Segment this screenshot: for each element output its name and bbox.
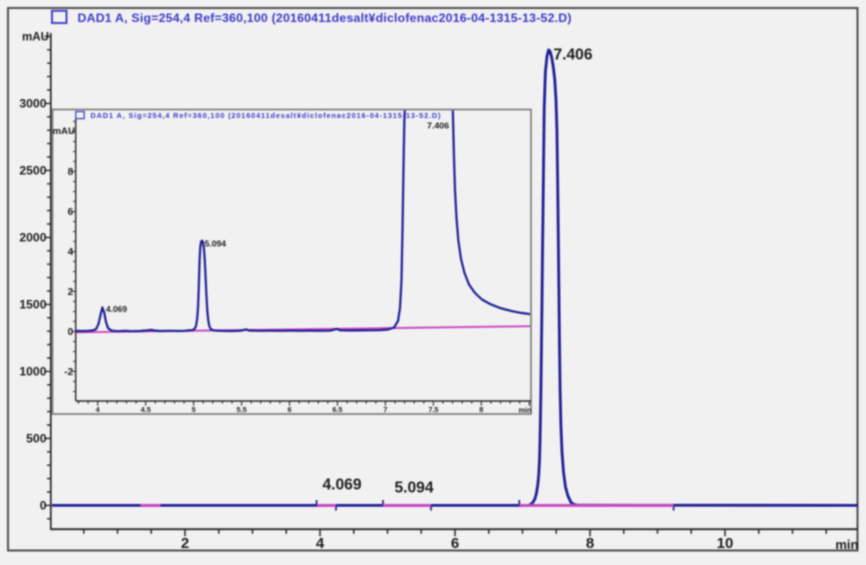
svg-text:6: 6 xyxy=(451,535,459,552)
svg-text:4: 4 xyxy=(96,405,101,414)
svg-text:4.5: 4.5 xyxy=(141,405,151,414)
svg-text:DAD1 A, Sig=254,4 Ref=360,100: DAD1 A, Sig=254,4 Ref=360,100 (20160411d… xyxy=(91,111,442,120)
svg-text:5.094: 5.094 xyxy=(395,480,434,497)
svg-text:3000: 3000 xyxy=(19,97,46,111)
svg-text:7: 7 xyxy=(383,405,387,414)
svg-text:10: 10 xyxy=(717,535,734,552)
svg-text:2: 2 xyxy=(68,287,74,298)
svg-text:min: min xyxy=(835,537,858,552)
svg-text:6.5: 6.5 xyxy=(332,405,342,414)
svg-text:min: min xyxy=(519,406,532,415)
svg-text:4: 4 xyxy=(68,247,74,258)
svg-text:8: 8 xyxy=(479,405,483,414)
svg-text:7.5: 7.5 xyxy=(428,405,438,414)
svg-text:5.5: 5.5 xyxy=(237,405,247,414)
svg-text:1000: 1000 xyxy=(19,365,46,379)
svg-text:2000: 2000 xyxy=(19,231,46,245)
svg-text:7.406: 7.406 xyxy=(554,47,593,64)
svg-text:1500: 1500 xyxy=(19,298,46,312)
svg-text:5: 5 xyxy=(192,405,196,414)
svg-text:4.069: 4.069 xyxy=(323,477,362,494)
svg-text:0: 0 xyxy=(68,327,74,338)
svg-text:500: 500 xyxy=(26,432,47,446)
svg-text:DAD1 A, Sig=254,4 Ref=360,100: DAD1 A, Sig=254,4 Ref=360,100 (20160411d… xyxy=(78,11,572,25)
svg-text:mAU: mAU xyxy=(53,126,75,137)
svg-text:0: 0 xyxy=(40,499,47,513)
svg-text:8: 8 xyxy=(586,535,594,552)
svg-text:mAU: mAU xyxy=(22,31,49,44)
svg-text:8: 8 xyxy=(68,167,74,178)
svg-text:4.069: 4.069 xyxy=(106,305,128,314)
svg-text:6: 6 xyxy=(287,405,291,414)
svg-text:4: 4 xyxy=(316,535,325,552)
svg-text:5.094: 5.094 xyxy=(205,240,227,249)
svg-text:2: 2 xyxy=(181,535,189,552)
svg-text:7.406: 7.406 xyxy=(427,122,450,131)
svg-text:2500: 2500 xyxy=(19,164,46,178)
svg-text:6: 6 xyxy=(68,207,74,218)
svg-text:-2: -2 xyxy=(64,367,73,378)
